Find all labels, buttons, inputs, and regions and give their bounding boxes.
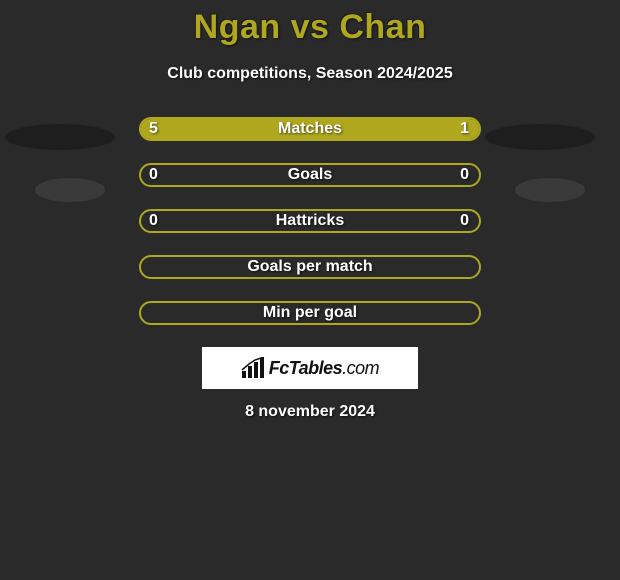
comparison-card: Ngan vs Chan Club competitions, Season 2… [0,0,620,421]
stat-bar-track [139,163,481,187]
stat-bar-left-fill [141,119,408,139]
stat-value-right: 0 [460,163,469,187]
bar-chart-icon [241,357,265,379]
stat-value-right: 0 [460,209,469,233]
stat-bar-track [139,209,481,233]
stat-value-left: 0 [149,163,158,187]
stat-row: Min per goal [0,301,620,325]
stat-value-left: 0 [149,209,158,233]
logo-text-light: .com [342,358,379,378]
stat-value-right: 1 [460,117,469,141]
stat-bar-track [139,117,481,141]
stat-row: Goals per match [0,255,620,279]
card-title: Ngan vs Chan [0,0,620,47]
stat-bar-track [139,255,481,279]
card-subtitle: Club competitions, Season 2024/2025 [0,65,620,83]
logo-text-bold: FcTables [269,358,342,378]
logo-text: FcTables.com [269,358,379,379]
stat-value-left: 5 [149,117,158,141]
source-logo: FcTables.com [202,347,418,389]
stat-row: Matches51 [0,117,620,141]
stat-row: Hattricks00 [0,209,620,233]
card-date: 8 november 2024 [0,403,620,421]
stat-bar-track [139,301,481,325]
stat-row: Goals00 [0,163,620,187]
